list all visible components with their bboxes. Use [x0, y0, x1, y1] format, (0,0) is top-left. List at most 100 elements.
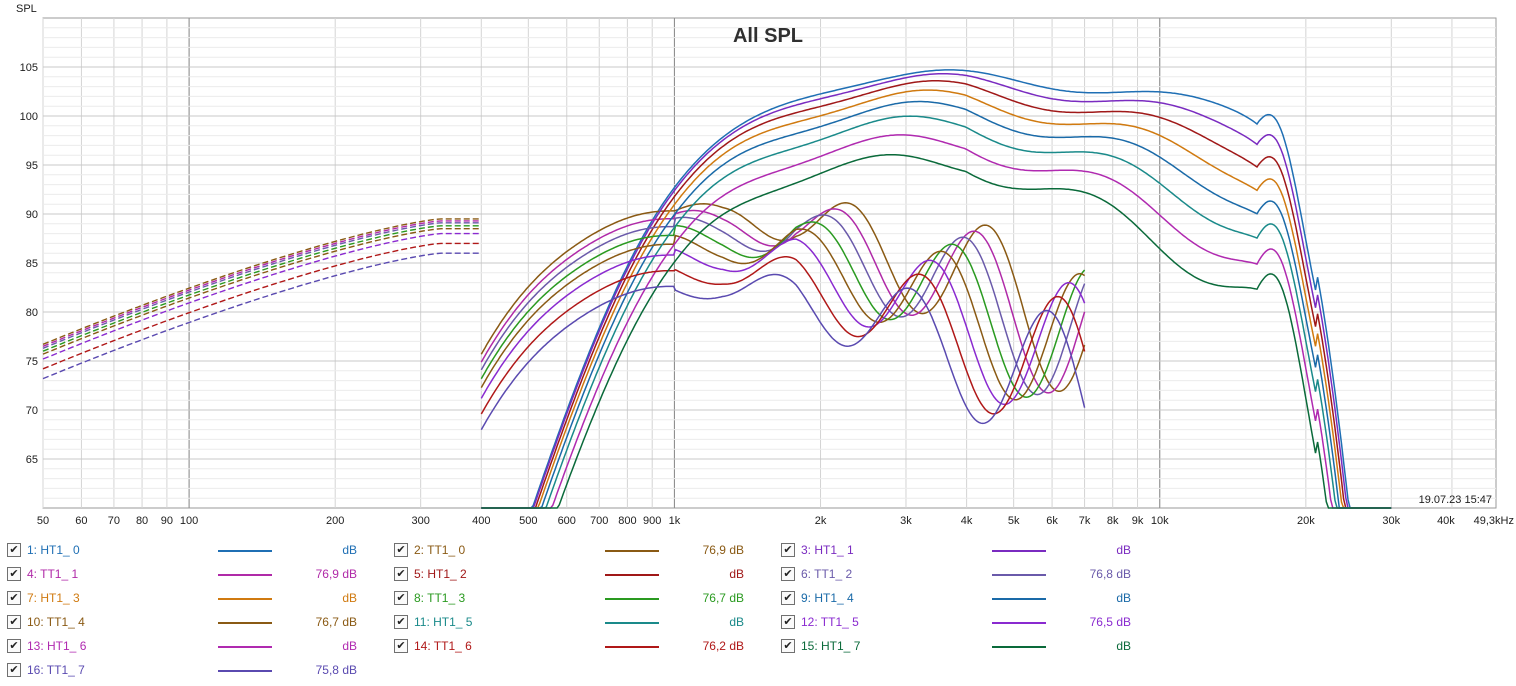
- legend-checkbox[interactable]: ✔: [781, 567, 795, 581]
- legend-checkbox[interactable]: ✔: [7, 543, 21, 557]
- series-line-3: [481, 72, 1392, 509]
- series-line-16: [480, 273, 1086, 431]
- x-tick-label: 30k: [1382, 515, 1400, 527]
- legend-item[interactable]: ✔ 14: TT1_ 6 76,2 dB: [394, 636, 754, 658]
- legend-checkbox[interactable]: ✔: [781, 639, 795, 653]
- legend-color-swatch: [992, 550, 1046, 552]
- legend-color-swatch: [605, 598, 659, 600]
- legend-series-name: 1: HT1_ 0: [27, 543, 80, 557]
- legend-color-swatch: [992, 646, 1046, 648]
- legend-checkbox[interactable]: ✔: [781, 543, 795, 557]
- legend-value: dB: [729, 615, 744, 629]
- y-tick-label: 75: [26, 356, 38, 368]
- legend-checkbox[interactable]: ✔: [394, 567, 408, 581]
- x-tick-label: 3k: [900, 515, 912, 527]
- legend-item[interactable]: ✔ 16: TT1_ 7 75,8 dB: [7, 660, 367, 682]
- legend-item[interactable]: ✔ 2: TT1_ 0 76,9 dB: [394, 540, 754, 562]
- x-tick-label: 4k: [961, 515, 973, 527]
- series-line-7: [481, 89, 1392, 509]
- legend-series-name: 12: TT1_ 5: [801, 615, 859, 629]
- legend-series-name: 2: TT1_ 0: [414, 543, 466, 557]
- legend-checkbox[interactable]: ✔: [7, 663, 21, 677]
- legend-item[interactable]: ✔ 3: HT1_ 1 dB: [781, 540, 1141, 562]
- legend-series-name: 3: HT1_ 1: [801, 543, 854, 557]
- legend-value: 76,2 dB: [702, 639, 744, 653]
- series-line-11: [481, 115, 1392, 509]
- series-line-5: [481, 80, 1392, 509]
- x-tick-label: 600: [558, 515, 576, 527]
- legend-color-swatch: [218, 574, 272, 576]
- series-line-14: [480, 256, 1086, 415]
- x-tick-label: 70: [108, 515, 120, 527]
- x-tick-label: 400: [472, 515, 490, 527]
- legend-series-name: 8: TT1_ 3: [414, 591, 466, 605]
- x-tick-label: 300: [411, 515, 429, 527]
- legend-item[interactable]: ✔ 9: HT1_ 4 dB: [781, 588, 1141, 610]
- legend-value: 76,8 dB: [1089, 567, 1131, 581]
- legend-checkbox[interactable]: ✔: [781, 591, 795, 605]
- legend-value: dB: [1116, 639, 1131, 653]
- x-tick-label: 10k: [1151, 515, 1169, 527]
- legend-value: dB: [342, 591, 357, 605]
- legend-item[interactable]: ✔ 1: HT1_ 0 dB: [7, 540, 367, 562]
- chart-title: All SPL: [733, 25, 803, 47]
- legend-value: 76,7 dB: [702, 591, 744, 605]
- legend-value: dB: [342, 639, 357, 653]
- legend-series-name: 13: HT1_ 6: [27, 639, 87, 653]
- grid: [42, 18, 1496, 508]
- x-tick-label: 8k: [1107, 515, 1119, 527]
- x-tick-label: 800: [618, 515, 636, 527]
- legend-value: dB: [1116, 591, 1131, 605]
- x-tick-label: 7k: [1079, 515, 1091, 527]
- y-tick-label: 85: [26, 258, 38, 270]
- x-tick-label: 40k: [1437, 515, 1455, 527]
- legend-value: dB: [729, 567, 744, 581]
- legend-item[interactable]: ✔ 12: TT1_ 5 76,5 dB: [781, 612, 1141, 634]
- legend-color-swatch: [992, 574, 1046, 576]
- legend-value: 76,7 dB: [315, 615, 357, 629]
- y-tick-label: 95: [26, 160, 38, 172]
- legend-series-name: 7: HT1_ 3: [27, 591, 80, 605]
- legend-item[interactable]: ✔ 15: HT1_ 7 dB: [781, 636, 1141, 658]
- legend-color-swatch: [218, 622, 272, 624]
- legend-item[interactable]: ✔ 4: TT1_ 1 76,9 dB: [7, 564, 367, 586]
- series-line-13: [481, 134, 1392, 509]
- legend-checkbox[interactable]: ✔: [7, 567, 21, 581]
- legend-checkbox[interactable]: ✔: [781, 615, 795, 629]
- legend-color-swatch: [218, 646, 272, 648]
- legend-color-swatch: [605, 622, 659, 624]
- legend-series-name: 15: HT1_ 7: [801, 639, 861, 653]
- x-tick-label: 100: [180, 515, 198, 527]
- legend-color-swatch: [218, 670, 272, 672]
- y-tick-label: 105: [20, 62, 38, 74]
- legend-item[interactable]: ✔ 10: TT1_ 4 76,7 dB: [7, 612, 367, 634]
- legend-value: 76,9 dB: [702, 543, 744, 557]
- legend-series-name: 5: HT1_ 2: [414, 567, 467, 581]
- y-tick-label: 65: [26, 454, 38, 466]
- axis-labels: 50 60 70 80 90 100 200 300 400 500 600 700 800 900 1k 2…: [20, 62, 1514, 527]
- x-tick-label: 9k: [1132, 515, 1144, 527]
- legend-series-name: 9: HT1_ 4: [801, 591, 854, 605]
- legend-item[interactable]: ✔ 13: HT1_ 6 dB: [7, 636, 367, 658]
- legend-checkbox[interactable]: ✔: [394, 591, 408, 605]
- legend-value: 76,5 dB: [1089, 615, 1131, 629]
- legend-item[interactable]: ✔ 8: TT1_ 3 76,7 dB: [394, 588, 754, 610]
- legend: ✔ 1: HT1_ 0 dB ✔ 2: TT1_ 0 76,9 dB ✔ 3: HT1_ 1 d…: [0, 540, 1516, 686]
- legend-checkbox[interactable]: ✔: [7, 639, 21, 653]
- legend-checkbox[interactable]: ✔: [394, 639, 408, 653]
- legend-checkbox[interactable]: ✔: [394, 543, 408, 557]
- x-tick-label: 200: [326, 515, 344, 527]
- series-line-1: [481, 69, 1392, 509]
- x-tick-label: 20k: [1297, 515, 1315, 527]
- y-tick-label: 80: [26, 307, 38, 319]
- legend-item[interactable]: ✔ 7: HT1_ 3 dB: [7, 588, 367, 610]
- x-tick-label: 60: [75, 515, 87, 527]
- legend-item[interactable]: ✔ 11: HT1_ 5 dB: [394, 612, 754, 634]
- legend-item[interactable]: ✔ 5: HT1_ 2 dB: [394, 564, 754, 586]
- legend-checkbox[interactable]: ✔: [394, 615, 408, 629]
- legend-checkbox[interactable]: ✔: [7, 615, 21, 629]
- legend-value: 76,9 dB: [315, 567, 357, 581]
- series-line-12: [480, 238, 1086, 406]
- legend-item[interactable]: ✔ 6: TT1_ 2 76,8 dB: [781, 564, 1141, 586]
- legend-checkbox[interactable]: ✔: [7, 591, 21, 605]
